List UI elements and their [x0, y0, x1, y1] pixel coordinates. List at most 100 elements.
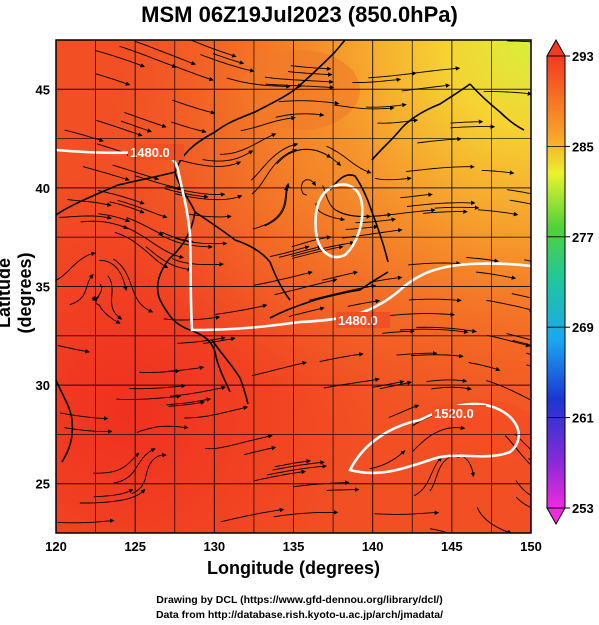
streamline [326, 487, 360, 492]
streamline [97, 190, 145, 205]
streamline [120, 120, 152, 133]
streamline [342, 228, 403, 239]
streamline [172, 99, 216, 115]
streamline [416, 326, 477, 334]
streamline [95, 73, 131, 86]
streamline [157, 233, 213, 250]
streamline [59, 412, 109, 421]
streamline [509, 199, 531, 205]
streamline [161, 231, 194, 244]
colorbar-tick-label-269: 269 [572, 320, 594, 335]
streamline [220, 507, 285, 523]
streamline [173, 158, 242, 167]
streamline [369, 450, 406, 470]
streamline [93, 489, 134, 498]
streamline [369, 275, 403, 283]
streamline [334, 104, 395, 111]
y-tick-label-25: 25 [36, 477, 50, 492]
colorbar-tick-label-285: 285 [572, 139, 594, 154]
streamline [167, 365, 205, 372]
streamline [171, 121, 207, 134]
streamline [117, 199, 168, 219]
streamline [322, 185, 372, 219]
y-tick-label-35: 35 [36, 280, 50, 295]
contour-label-1: 1480.0 [130, 145, 170, 160]
streamline [251, 148, 298, 195]
x-tick-label-145: 145 [441, 539, 463, 554]
streamline [475, 271, 517, 280]
x-axis-label: Longitude (degrees) [206, 558, 380, 578]
y-axis-ticks: 25 30 35 40 45 [36, 82, 50, 491]
streamline [136, 425, 189, 433]
contour-labels: 1480.0 1480.0 1520.0 [128, 144, 486, 421]
streamline [57, 518, 115, 524]
streamline [276, 148, 332, 165]
streamline [114, 231, 169, 269]
streamline [93, 452, 140, 474]
streamline [368, 71, 417, 79]
streamline [486, 299, 531, 312]
streamline [123, 225, 184, 259]
streamline [390, 312, 455, 317]
y-tick-label-40: 40 [36, 181, 50, 196]
streamline [506, 333, 531, 341]
chart-title: MSM 06Z19Jul2023 (850.0hPa) [141, 2, 458, 27]
y-tick-label-30: 30 [36, 378, 50, 393]
streamline [96, 119, 143, 137]
streamline [450, 124, 496, 129]
streamline [514, 433, 531, 451]
streamline [434, 205, 480, 210]
streamline [274, 459, 311, 468]
streamline [291, 245, 344, 259]
streamline [273, 510, 339, 518]
streamline [80, 220, 129, 230]
streamline [396, 350, 438, 356]
streamline [515, 496, 531, 509]
streamline [264, 182, 290, 227]
colorbar-tick-label-293: 293 [572, 49, 594, 64]
streamline [67, 199, 112, 207]
streamline [265, 76, 334, 85]
streamlines [56, 40, 531, 533]
credit-data: Data from http://database.rish.kyoto-u.a… [155, 609, 444, 621]
streamline [219, 133, 277, 155]
streamline [347, 299, 381, 307]
streamline [107, 275, 123, 320]
streamline [515, 480, 531, 497]
streamline [477, 209, 519, 217]
streamline [481, 169, 515, 175]
streamline [291, 235, 332, 248]
streamline [278, 100, 340, 106]
streamline [290, 65, 332, 71]
streamline [205, 434, 273, 450]
colorbar: 293 285 277 269 261 253 [546, 38, 594, 526]
streamline [200, 54, 255, 73]
streamline [326, 145, 372, 174]
streamline [184, 405, 249, 419]
colorbar-top-arrow [546, 38, 566, 57]
colorbar-tick-label-261: 261 [572, 411, 594, 426]
streamline [124, 112, 167, 128]
streamline [450, 119, 484, 125]
streamline [512, 339, 531, 346]
contour-label-2: 1480.0 [338, 313, 378, 328]
streamline [417, 136, 462, 144]
streamline [431, 386, 472, 391]
streamline [266, 464, 327, 476]
streamline [352, 77, 402, 84]
x-tick-label-135: 135 [283, 539, 305, 554]
streamline [139, 368, 181, 374]
streamline [56, 251, 96, 281]
streamline [507, 40, 531, 43]
streamline [244, 445, 277, 456]
streamline [98, 213, 131, 223]
streamline [486, 380, 531, 401]
colorbar-tick-label-253: 253 [572, 501, 594, 516]
x-tick-label-125: 125 [124, 539, 146, 554]
streamline [169, 385, 226, 397]
streamline [413, 456, 442, 497]
streamline [411, 425, 466, 453]
y-tick-label-45: 45 [36, 82, 50, 97]
streamline [202, 150, 254, 162]
streamline [374, 510, 440, 515]
